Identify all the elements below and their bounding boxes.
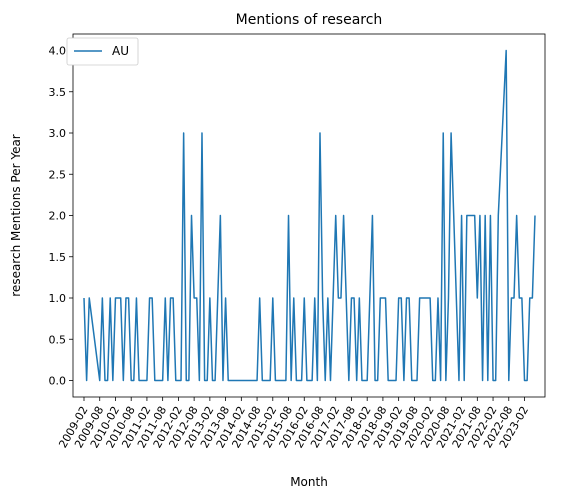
y-tick-label: 4.0 [49, 45, 67, 58]
x-axis-label: Month [290, 475, 328, 489]
y-tick-label: 2.0 [49, 210, 67, 223]
y-tick-label: 1.5 [49, 251, 67, 264]
legend: AU [66, 37, 139, 66]
y-tick-label: 3.5 [49, 86, 67, 99]
chart-title: Mentions of research [236, 12, 383, 28]
series-layer [83, 49, 536, 382]
x-axis: 2009-022009-082010-022010-082011-022011-… [56, 397, 531, 450]
y-tick-label: 3.0 [49, 127, 67, 140]
series-line-au [83, 49, 536, 382]
y-tick-label: 2.5 [49, 168, 67, 181]
y-axis: 0.0 0.5 1.0 1.5 2.0 2.5 3.0 3.5 4.0 [49, 45, 73, 388]
y-tick-label: 1.0 [49, 292, 67, 305]
y-axis-label: research Mentions Per Year [9, 134, 23, 297]
plot-frame [72, 33, 546, 398]
legend-label: AU [112, 44, 129, 58]
y-tick-label: 0.5 [49, 333, 67, 346]
y-tick-label: 0.0 [49, 375, 67, 388]
legend-box [66, 37, 139, 66]
